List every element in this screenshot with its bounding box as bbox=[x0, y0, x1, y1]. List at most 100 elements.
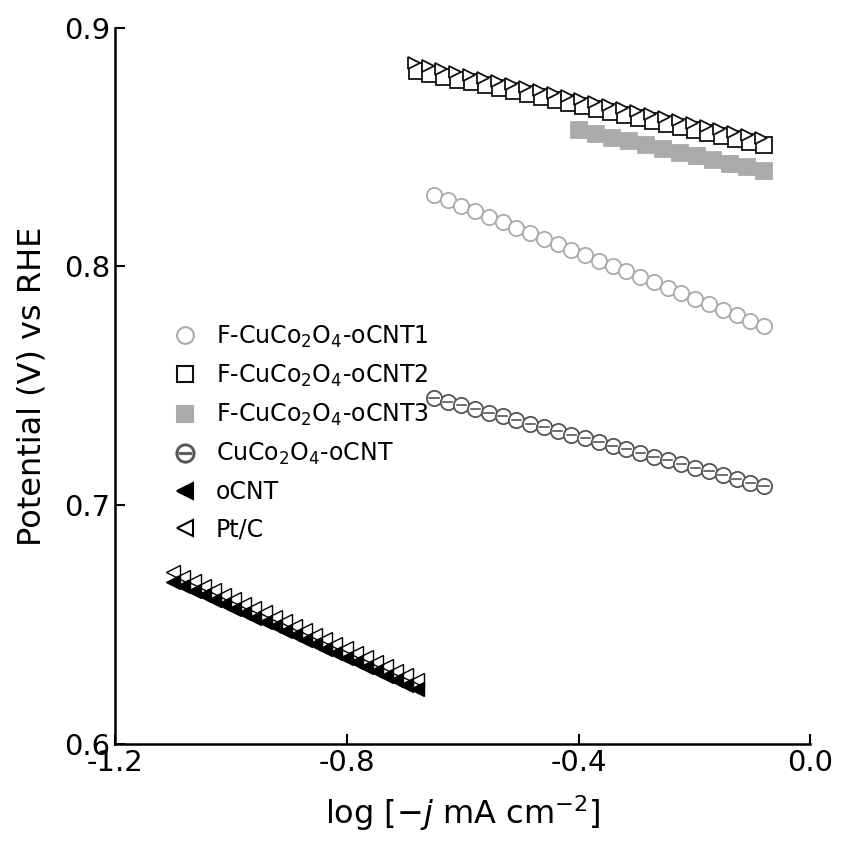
F-CuCo$_2$O$_4$-oCNT2 bbox=[703, 128, 713, 138]
oCNT bbox=[259, 617, 269, 627]
F-CuCo$_2$O$_4$-oCNT1 bbox=[745, 315, 756, 326]
Pt/C bbox=[269, 612, 280, 622]
F-CuCo$_2$O$_4$-oCNT3 bbox=[658, 144, 668, 154]
F-CuCo$_2$O$_4$-oCNT2 bbox=[551, 95, 561, 105]
CuCo$_2$O$_4$-oCNT bbox=[580, 434, 590, 444]
oCNT bbox=[310, 639, 320, 649]
CuCo$_2$O$_4$-oCNT bbox=[552, 426, 563, 436]
oCNT bbox=[209, 594, 219, 604]
Pt/C bbox=[259, 608, 269, 618]
CuCo$_2$O$_4$-oCNT bbox=[512, 415, 522, 425]
CuCo$_2$O$_4$-oCNT bbox=[594, 437, 604, 447]
CuCo$_2$O$_4$-oCNT bbox=[745, 478, 756, 488]
F-CuCo$_2$O$_4$-oCNT1 bbox=[456, 201, 467, 211]
F-CuCo$_2$O$_4$-oCNT2 bbox=[564, 98, 575, 108]
F-CuCo$_2$O$_4$-oCNT1 bbox=[704, 299, 714, 309]
Pt/C bbox=[300, 626, 310, 636]
Pt/C bbox=[371, 656, 381, 666]
F-CuCo$_2$O$_4$-oCNT2 bbox=[648, 116, 658, 126]
F-CuCo$_2$O$_4$-oCNT1 bbox=[497, 217, 507, 227]
Pt/C bbox=[341, 643, 351, 654]
F-CuCo$_2$O$_4$-oCNT1 bbox=[594, 255, 604, 265]
CuCo$_2$O$_4$-oCNT bbox=[429, 393, 439, 403]
F-CuCo$_2$O$_4$-oCNT2 bbox=[523, 89, 533, 99]
oCNT bbox=[168, 576, 178, 586]
F-CuCo$_2$O$_4$-oCNT3 bbox=[708, 155, 718, 165]
oCNT bbox=[249, 613, 259, 623]
Pt/C bbox=[331, 638, 341, 649]
oCNT bbox=[391, 675, 401, 685]
F-CuCo$_2$O$_4$-oCNT3 bbox=[742, 162, 752, 173]
oCNT bbox=[411, 684, 422, 694]
Line: Pt/C: Pt/C bbox=[167, 565, 423, 687]
CuCo$_2$O$_4$-oCNT bbox=[690, 462, 700, 473]
F-CuCo$_2$O$_4$-oCNT3 bbox=[692, 151, 702, 162]
oCNT bbox=[290, 631, 300, 641]
oCNT bbox=[351, 657, 361, 667]
F-CuCo$_2$O$_4$-oCNT2 bbox=[661, 119, 672, 129]
CuCo$_2$O$_4$-oCNT bbox=[497, 411, 507, 422]
F-CuCo$_2$O$_4$-oCNT2 bbox=[509, 87, 519, 97]
CuCo$_2$O$_4$-oCNT bbox=[731, 473, 741, 484]
oCNT bbox=[381, 671, 391, 681]
F-CuCo$_2$O$_4$-oCNT2 bbox=[411, 65, 422, 76]
CuCo$_2$O$_4$-oCNT bbox=[717, 470, 728, 480]
oCNT bbox=[199, 590, 209, 600]
F-CuCo$_2$O$_4$-oCNT2 bbox=[536, 92, 547, 102]
F-CuCo$_2$O$_4$-oCNT3 bbox=[607, 133, 617, 143]
Pt/C bbox=[189, 576, 199, 586]
CuCo$_2$O$_4$-oCNT bbox=[704, 467, 714, 477]
F-CuCo$_2$O$_4$-oCNT3 bbox=[574, 125, 584, 135]
CuCo$_2$O$_4$-oCNT bbox=[456, 400, 467, 411]
Pt/C bbox=[239, 598, 249, 609]
F-CuCo$_2$O$_4$-oCNT1 bbox=[717, 304, 728, 314]
Line: F-CuCo$_2$O$_4$-oCNT2: F-CuCo$_2$O$_4$-oCNT2 bbox=[409, 63, 772, 152]
oCNT bbox=[341, 653, 351, 663]
oCNT bbox=[401, 680, 411, 690]
Pt/C bbox=[280, 616, 290, 626]
Line: CuCo$_2$O$_4$-oCNT: CuCo$_2$O$_4$-oCNT bbox=[427, 390, 772, 494]
Pt/C bbox=[199, 581, 209, 591]
oCNT bbox=[300, 635, 310, 645]
Pt/C bbox=[229, 594, 239, 604]
F-CuCo$_2$O$_4$-oCNT3 bbox=[591, 129, 601, 139]
F-CuCo$_2$O$_4$-oCNT2 bbox=[745, 137, 755, 147]
oCNT bbox=[331, 649, 341, 659]
F-CuCo$_2$O$_4$-oCNT3 bbox=[641, 140, 651, 150]
F-CuCo$_2$O$_4$-oCNT2 bbox=[689, 125, 700, 135]
CuCo$_2$O$_4$-oCNT bbox=[470, 404, 480, 414]
oCNT bbox=[320, 643, 331, 654]
F-CuCo$_2$O$_4$-oCNT2 bbox=[592, 104, 603, 114]
F-CuCo$_2$O$_4$-oCNT1 bbox=[525, 228, 536, 238]
F-CuCo$_2$O$_4$-oCNT1 bbox=[443, 196, 453, 206]
F-CuCo$_2$O$_4$-oCNT2 bbox=[467, 77, 477, 88]
oCNT bbox=[360, 661, 371, 672]
F-CuCo$_2$O$_4$-oCNT2 bbox=[759, 139, 769, 150]
F-CuCo$_2$O$_4$-oCNT1 bbox=[552, 239, 563, 249]
Pt/C bbox=[290, 620, 300, 631]
F-CuCo$_2$O$_4$-oCNT1 bbox=[512, 223, 522, 233]
oCNT bbox=[371, 666, 381, 677]
F-CuCo$_2$O$_4$-oCNT2 bbox=[731, 133, 741, 144]
Pt/C bbox=[320, 634, 331, 644]
F-CuCo$_2$O$_4$-oCNT1 bbox=[635, 272, 645, 282]
Line: F-CuCo$_2$O$_4$-oCNT1: F-CuCo$_2$O$_4$-oCNT1 bbox=[427, 187, 772, 334]
F-CuCo$_2$O$_4$-oCNT2 bbox=[620, 110, 630, 120]
F-CuCo$_2$O$_4$-oCNT1 bbox=[580, 250, 590, 260]
F-CuCo$_2$O$_4$-oCNT2 bbox=[578, 101, 588, 111]
Pt/C bbox=[391, 666, 401, 676]
Legend: F-CuCo$_2$O$_4$-oCNT1, F-CuCo$_2$O$_4$-oCNT2, F-CuCo$_2$O$_4$-oCNT3, CuCo$_2$O$_: F-CuCo$_2$O$_4$-oCNT1, F-CuCo$_2$O$_4$-o… bbox=[164, 314, 439, 551]
F-CuCo$_2$O$_4$-oCNT1 bbox=[429, 190, 439, 200]
F-CuCo$_2$O$_4$-oCNT1 bbox=[690, 294, 700, 304]
F-CuCo$_2$O$_4$-oCNT1 bbox=[759, 321, 769, 332]
oCNT bbox=[178, 581, 189, 592]
F-CuCo$_2$O$_4$-oCNT1 bbox=[663, 283, 673, 293]
F-CuCo$_2$O$_4$-oCNT2 bbox=[676, 122, 686, 132]
oCNT bbox=[219, 599, 230, 609]
CuCo$_2$O$_4$-oCNT bbox=[539, 422, 549, 433]
CuCo$_2$O$_4$-oCNT bbox=[484, 407, 494, 417]
Pt/C bbox=[401, 670, 411, 680]
F-CuCo$_2$O$_4$-oCNT1 bbox=[649, 277, 659, 287]
CuCo$_2$O$_4$-oCNT bbox=[649, 451, 659, 462]
Line: oCNT: oCNT bbox=[167, 575, 423, 696]
